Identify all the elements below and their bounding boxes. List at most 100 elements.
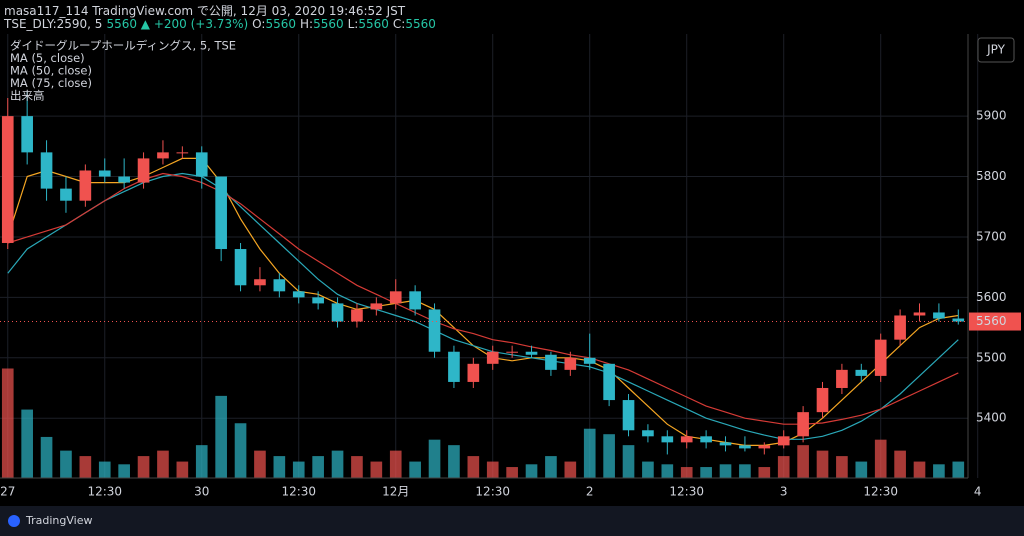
legend-entry: ダイドーグループホールディングス, 5, TSE	[10, 39, 236, 53]
symbol-info-part: TSE_DLY:2590, 5	[4, 17, 103, 31]
x-tick-label: 12:30	[669, 485, 704, 499]
volume-bar	[816, 450, 829, 478]
candle-body	[195, 152, 208, 177]
volume-bar	[254, 450, 266, 478]
volume-bar	[642, 461, 654, 478]
candle-body	[700, 436, 712, 443]
volume-bar	[137, 456, 150, 478]
volume-bar	[409, 461, 421, 478]
candle-body	[176, 152, 189, 154]
currency: JPY	[986, 43, 1006, 57]
candle-body	[855, 369, 868, 376]
candle-body	[952, 318, 965, 322]
ma-line	[7, 172, 959, 440]
volume-bar	[21, 409, 33, 478]
legend-entry: MA (50, close)	[10, 64, 92, 78]
volume-bar	[661, 464, 674, 478]
volume-bar	[98, 461, 111, 478]
x-tick-label: 4	[974, 485, 982, 499]
x-tick-label: 12:30	[281, 485, 316, 499]
volume-bar	[467, 456, 480, 478]
candle-body	[312, 297, 324, 304]
y-tick-label: 5600	[976, 290, 1007, 304]
volume-bar	[448, 445, 460, 478]
candle-body	[448, 351, 460, 382]
candle-body	[292, 291, 305, 298]
symbol-info-part: 5560	[405, 17, 436, 31]
volume-bar	[79, 456, 92, 478]
candle-body	[777, 436, 790, 446]
volume-bar	[739, 464, 751, 478]
candle-body	[545, 354, 557, 370]
candle-body	[933, 312, 945, 319]
last-price-box	[969, 312, 1021, 331]
volume-bar	[874, 439, 887, 478]
symbol-info-part: 5560 ▲ +200 (+3.73%)	[106, 17, 249, 31]
y-tick-label: 5700	[976, 229, 1007, 243]
y-tick-label: 5400	[976, 411, 1007, 425]
footer-bar	[0, 506, 1024, 536]
candle-body	[467, 363, 480, 382]
volume-bar	[913, 461, 926, 478]
candle-body	[583, 357, 596, 364]
candle-body	[118, 176, 130, 183]
volume-bar	[195, 445, 208, 478]
volume-bar	[428, 439, 441, 478]
candle-body	[913, 312, 926, 316]
volume-bar	[933, 464, 945, 478]
volume-bar	[370, 461, 383, 478]
volume-bar	[292, 461, 305, 478]
currency-box[interactable]	[977, 37, 1015, 63]
volume-bar	[758, 467, 771, 478]
volume-bar	[234, 423, 247, 478]
candle-body	[894, 315, 906, 340]
volume-bar	[525, 464, 538, 478]
candle-body	[79, 170, 92, 201]
volume-bar	[583, 428, 596, 478]
volume-bar	[680, 467, 693, 478]
legend-entry: MA (75, close)	[10, 76, 92, 90]
candle-body	[98, 170, 111, 177]
volume-bar	[700, 467, 712, 478]
candle-body	[215, 176, 227, 250]
ma-line	[7, 172, 959, 425]
candle-body	[642, 430, 654, 437]
volume-bar	[564, 461, 577, 478]
volume-bar	[312, 456, 324, 478]
candle-body	[680, 436, 693, 443]
legend-entry: MA (5, close)	[10, 51, 85, 65]
x-tick-label: 2	[586, 485, 594, 499]
candle-body	[661, 436, 674, 443]
candle-body	[836, 369, 848, 388]
y-tick-label: 5800	[976, 169, 1007, 183]
volume-bar	[60, 450, 72, 478]
candle-body	[797, 412, 809, 437]
symbol-info-part: L:	[347, 17, 359, 31]
candle-body	[331, 303, 344, 322]
volume-bar	[1, 368, 14, 478]
x-tick-label: 3	[780, 485, 788, 499]
plot: 27 12:30 30 12:30 12月 12:30 2 12:30 3 12:30 4 5400 5…	[0, 34, 1021, 499]
volume-bar	[273, 456, 286, 478]
volume-bar	[215, 395, 227, 478]
x-tick-label: 12月	[382, 485, 409, 499]
candle-body	[234, 249, 247, 286]
candle-body	[816, 387, 829, 413]
volume-bar	[952, 461, 965, 478]
volume-bar	[157, 450, 169, 478]
volume-bar	[486, 461, 499, 478]
candle-body	[758, 445, 771, 449]
volume-bar	[797, 445, 809, 478]
volume-bar	[40, 436, 53, 478]
symbol-info-part: 5560	[265, 17, 296, 31]
candle-body	[428, 309, 441, 352]
candle-body	[157, 152, 169, 159]
last-price-label: 5560	[976, 314, 1007, 328]
volume-bar	[894, 450, 906, 478]
candle-body	[506, 351, 518, 353]
volume-bar	[603, 434, 615, 478]
candle-body	[389, 291, 402, 304]
candle-body	[874, 339, 887, 376]
